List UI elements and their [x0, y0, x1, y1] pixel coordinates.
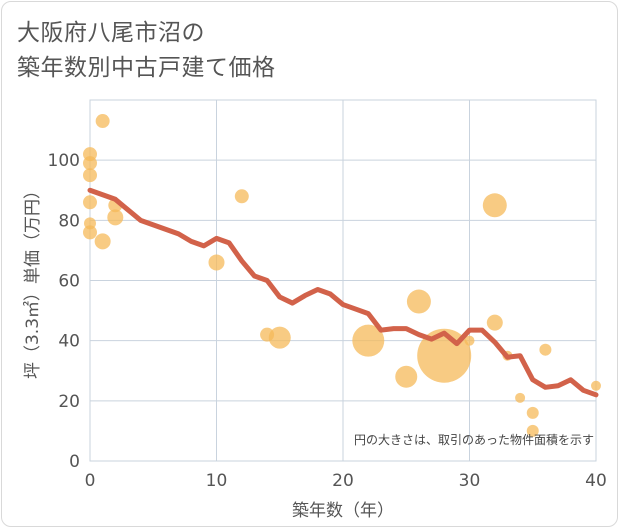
x-tick-label: 0 [85, 471, 96, 491]
bubble-point [406, 289, 431, 314]
x-tick-label: 30 [459, 471, 481, 491]
x-tick-label: 10 [206, 471, 228, 491]
y-tick-label: 60 [58, 272, 80, 292]
x-tick-label: 40 [585, 471, 607, 491]
axes: 0 10 20 30 40 0 20 40 60 80 100 [48, 151, 607, 491]
bubble-point [486, 314, 503, 331]
bubble-point [208, 254, 225, 271]
y-tick-label: 0 [69, 452, 80, 472]
bubble-point [83, 195, 97, 210]
bubble-point [83, 225, 97, 240]
y-tick-label: 80 [58, 211, 80, 231]
bubble-point [94, 233, 111, 250]
bubble-point [268, 326, 291, 349]
trend [87, 187, 599, 398]
bubble-point [107, 209, 124, 226]
y-axis-title: 坪（3.3㎡）単価（万円） [23, 182, 43, 379]
size-annotation: 円の大きさは、取引のあった物件面積を示す [354, 432, 594, 447]
chart-title: 大阪府八尾市沼の 築年数別中古戸建て価格 [17, 16, 276, 86]
x-axis-title: 築年数（年） [292, 501, 394, 521]
bubble-point [352, 324, 385, 357]
y-tick-label: 100 [48, 151, 80, 171]
bubble-point [395, 365, 418, 388]
x-tick-label: 20 [332, 471, 354, 491]
bubble-point [526, 424, 539, 437]
bubble-point [591, 380, 601, 391]
grid [89, 99, 597, 462]
bubble-point [234, 189, 249, 204]
bubble-point [515, 392, 526, 403]
y-tick-label: 20 [58, 392, 80, 412]
bubble-point [526, 406, 539, 419]
bubble-point [83, 168, 97, 183]
bubble-point [482, 193, 507, 218]
y-tick-label: 40 [58, 332, 80, 352]
bubbles [83, 114, 601, 437]
chart-title-line1: 大阪府八尾市沼の [17, 20, 205, 46]
trend-line [87, 187, 599, 398]
chart-title-line2: 築年数別中古戸建て価格 [17, 55, 276, 81]
bubble-point [539, 343, 552, 356]
bubble-point [464, 335, 475, 346]
bubble-point [95, 114, 110, 129]
bubble-point [83, 156, 97, 171]
